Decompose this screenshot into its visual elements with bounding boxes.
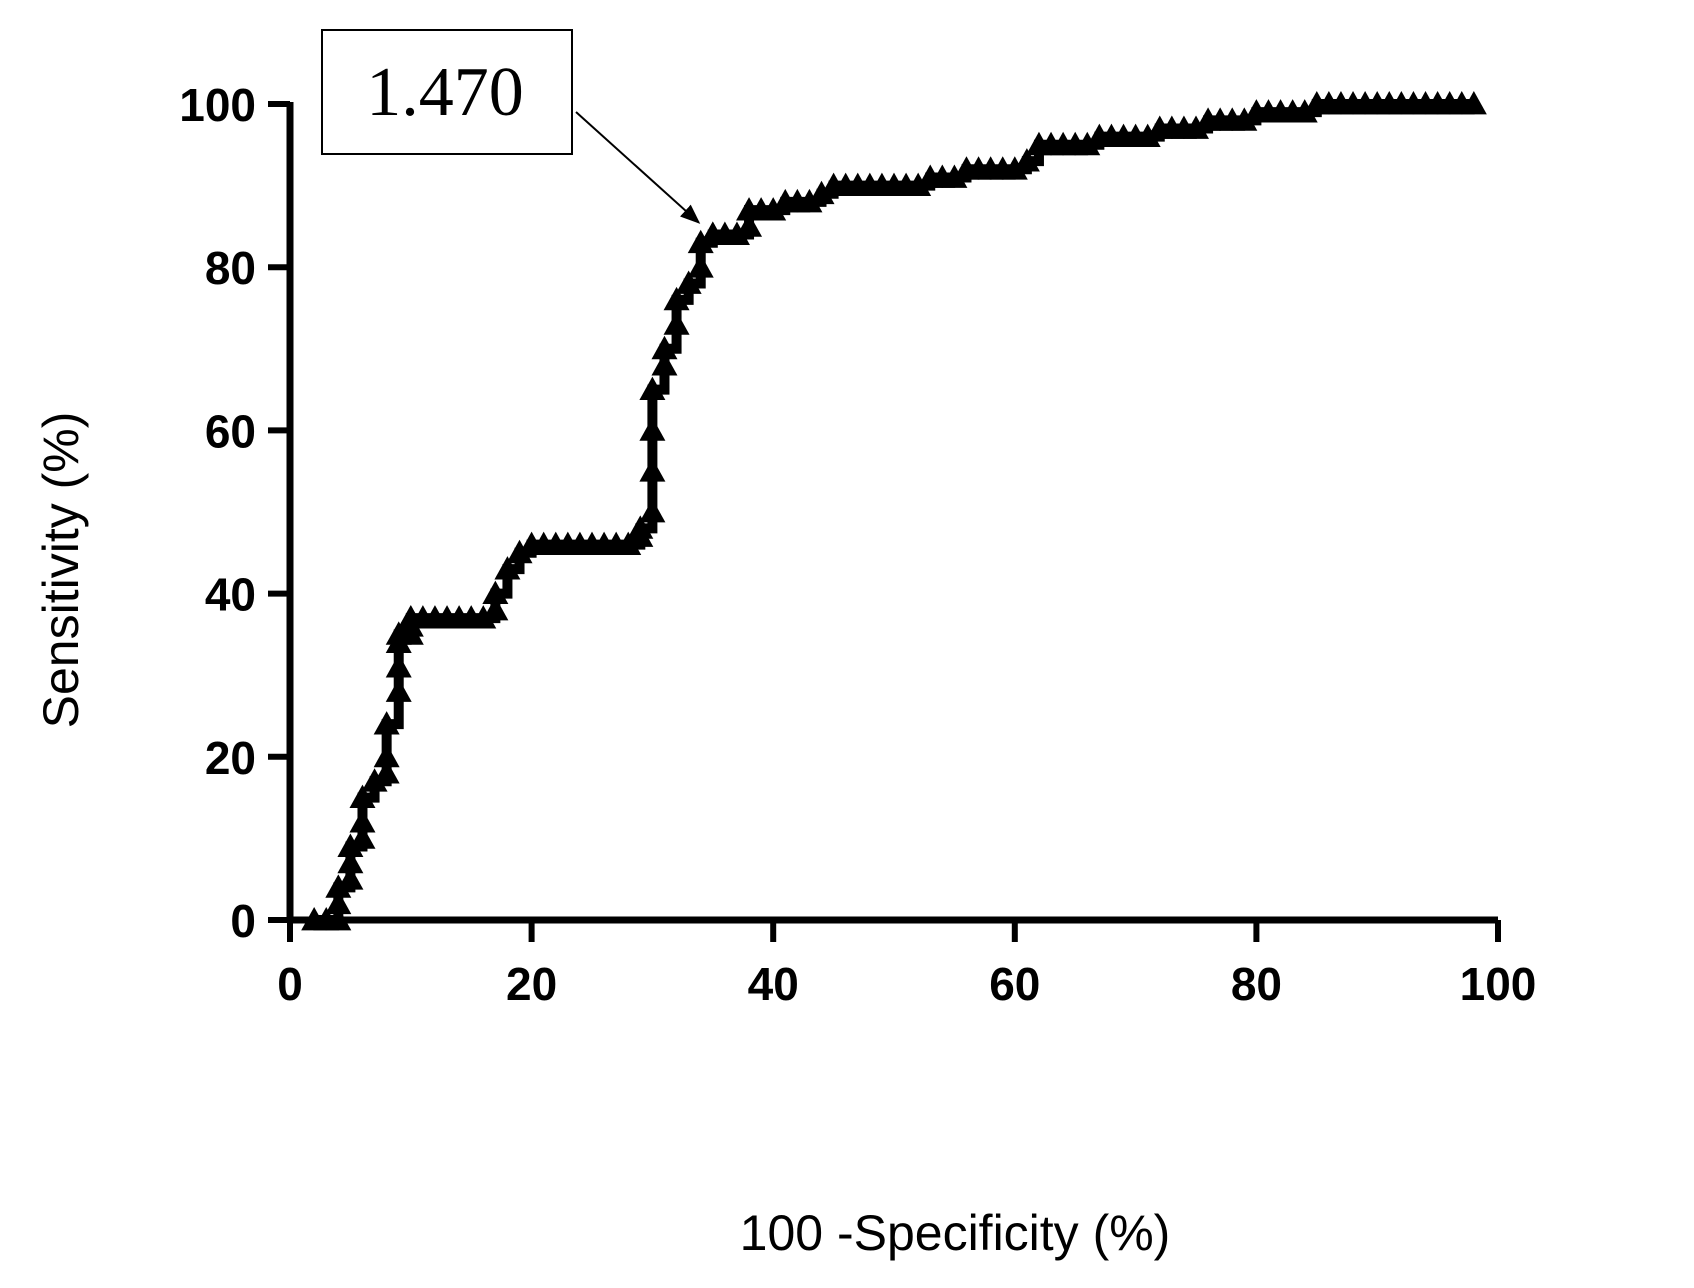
data-point-marker (482, 596, 509, 621)
data-point-marker (349, 809, 376, 833)
y-tick-label: 20 (205, 732, 256, 784)
data-point-marker (687, 229, 714, 254)
y-tick-label: 100 (179, 79, 256, 131)
y-tick-label: 0 (230, 895, 256, 947)
data-point-marker (325, 907, 352, 931)
data-point-marker (723, 221, 750, 245)
data-point-marker (808, 180, 835, 205)
x-tick-label: 0 (277, 958, 303, 1010)
data-point-marker (373, 760, 400, 784)
data-point-marker (663, 286, 690, 311)
data-point-marker (349, 825, 376, 849)
data-point-marker (651, 335, 678, 360)
data-point-marker (373, 711, 400, 735)
data-point-marker (663, 311, 690, 335)
data-point-marker (905, 172, 932, 196)
x-tick-label: 60 (989, 958, 1040, 1010)
roc-curve-line (314, 99, 1474, 925)
x-tick-label: 100 (1460, 958, 1537, 1010)
data-point-marker (760, 197, 787, 221)
data-point-marker (325, 890, 352, 915)
data-point-marker (482, 580, 509, 604)
data-point-marker (337, 833, 364, 857)
data-point-marker (639, 458, 666, 482)
data-point-marker (796, 188, 823, 213)
data-point-marker (627, 515, 654, 539)
data-point-marker (506, 539, 533, 564)
x-tick-label: 40 (748, 958, 799, 1010)
data-point-marker (337, 849, 364, 874)
data-point-marker (1013, 148, 1040, 172)
data-point-marker (687, 254, 714, 278)
data-point-marker (736, 213, 763, 237)
data-point-marker (1001, 156, 1028, 180)
y-tick-label: 80 (205, 242, 256, 294)
annotation-label: 1.470 (366, 54, 524, 131)
data-point-marker (639, 499, 666, 523)
x-axis-title: 100 -Specificity (%) (740, 1205, 1171, 1261)
data-point-marker (1074, 131, 1101, 156)
x-tick-label: 80 (1231, 958, 1282, 1010)
data-point-marker (615, 531, 642, 556)
curve-layer (314, 99, 1474, 925)
data-point-marker (941, 164, 968, 188)
data-point-marker (1183, 115, 1209, 139)
axes-layer (286, 102, 1498, 924)
data-point-marker (639, 376, 666, 400)
data-point-marker (470, 605, 497, 629)
data-point-marker (651, 352, 678, 376)
y-tick-label: 60 (205, 405, 256, 457)
data-point-marker (361, 768, 388, 792)
data-point-marker (1134, 123, 1161, 148)
y-axis-title: Sensitivity (%) (33, 412, 89, 729)
y-tick-label: 40 (205, 569, 256, 621)
data-point-marker (1291, 99, 1318, 123)
markers-layer (301, 91, 1487, 931)
data-point-marker (385, 654, 412, 678)
ticks-layer: 0 20 40 60 80 100 0 20 40 60 80 100 (179, 79, 1536, 1010)
annotation-box (321, 29, 573, 155)
data-point-marker (373, 743, 400, 768)
data-point-marker (1231, 107, 1258, 131)
data-point-marker (337, 866, 364, 890)
data-point-marker (1460, 91, 1487, 115)
data-point-marker (349, 784, 376, 808)
annotation-arrow (575, 111, 701, 224)
x-tick-label: 20 (506, 958, 557, 1010)
data-point-marker (675, 270, 702, 294)
data-point-marker (325, 874, 352, 898)
data-point-marker (494, 556, 521, 580)
data-point-marker (385, 678, 412, 702)
annotation-layer: 1.470 (321, 29, 701, 224)
data-point-marker (639, 417, 666, 441)
